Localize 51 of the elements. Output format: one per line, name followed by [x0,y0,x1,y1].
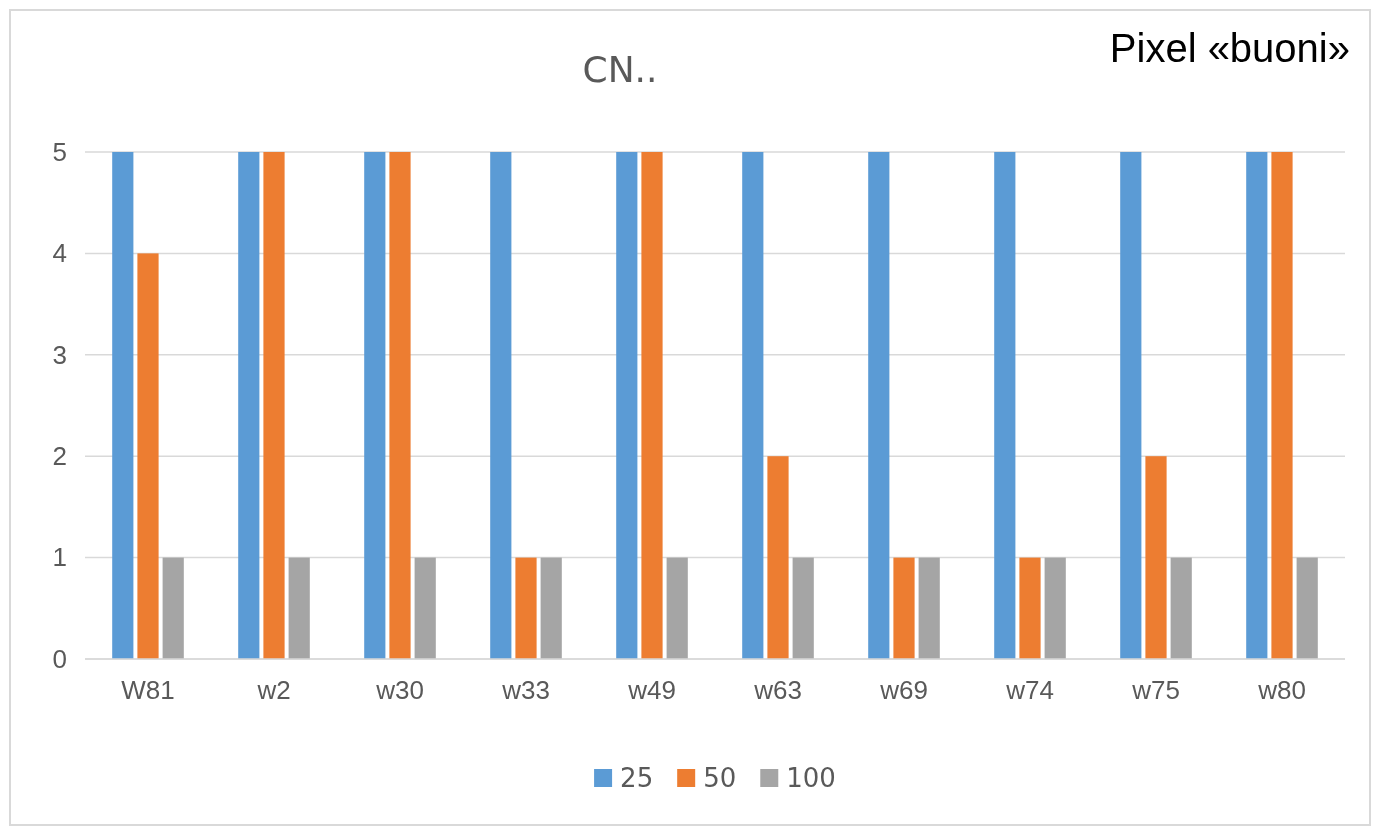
bar [616,152,638,659]
bar [1044,557,1066,659]
x-tick-label: W81 [121,675,175,706]
bar [1296,557,1318,659]
chart-title: CN.. [582,49,658,90]
x-tick-label: w63 [753,675,802,706]
x-tick-label: w49 [627,675,676,706]
bar [364,152,386,659]
bar [767,456,789,659]
legend-label: 100 [786,763,836,793]
bar [918,557,940,659]
bar [1019,557,1041,659]
bar [868,152,890,659]
bar [1170,557,1192,659]
text: Pixel «buoni» [1109,26,1350,70]
x-tick-label: w2 [256,675,291,706]
x-tick-label: w69 [879,675,928,706]
x-tick-label: w33 [501,675,550,706]
y-tick-label: 3 [52,339,67,370]
bar [389,152,411,659]
bar [414,557,436,659]
bar [893,557,915,659]
bar [515,557,537,659]
bar [792,557,814,659]
bar [263,152,285,659]
bar [288,557,310,659]
bar [137,253,159,659]
bar [994,152,1016,659]
bar [112,152,134,659]
bar [490,152,512,659]
bar [1145,456,1167,659]
x-tick-label: w74 [1005,675,1054,706]
bar [1120,152,1142,659]
x-tick-label: w30 [375,675,424,706]
y-tick-label: 4 [52,238,67,269]
y-tick-label: 2 [52,441,67,472]
bar [742,152,764,659]
y-tick-label: 5 [52,136,67,167]
legend-label: 50 [703,763,737,793]
y-tick-label: 0 [52,643,67,674]
legend-label: 25 [620,763,654,793]
y-tick-label: 1 [52,542,67,573]
bar [238,152,260,659]
bar [162,557,184,659]
bar [540,557,562,659]
x-tick-label: w75 [1131,675,1180,706]
bar [666,557,688,659]
bar [1246,152,1268,659]
x-tick-label: w80 [1257,675,1306,706]
bar [641,152,663,659]
bar [1271,152,1293,659]
